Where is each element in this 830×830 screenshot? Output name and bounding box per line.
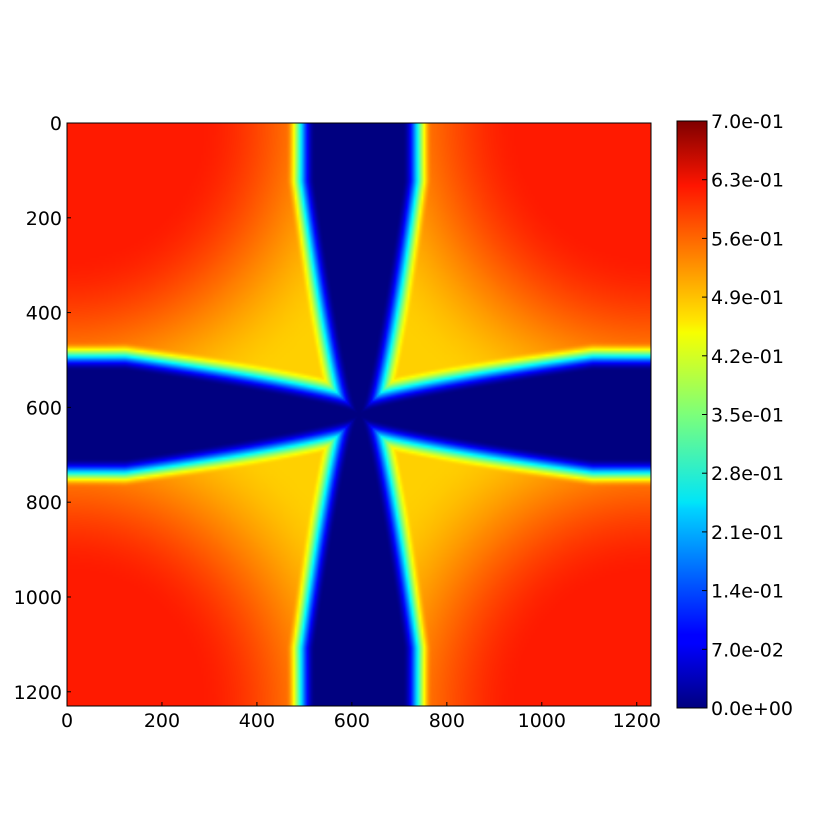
colorbar-tick-label: 4.9e-01: [711, 287, 784, 309]
y-tick-label: 600: [26, 397, 62, 419]
x-axis: 0 200 400 600 800 1000 1200: [61, 702, 661, 732]
colorbar-tick-label: 7.0e-01: [711, 111, 784, 133]
x-tick-label: 600: [334, 710, 370, 732]
y-tick-label: 1000: [14, 587, 62, 609]
y-tick-label: 0: [50, 113, 62, 135]
heatmap-image: [67, 123, 651, 706]
colorbar-tick-label: 0.0e+00: [711, 698, 793, 720]
y-tick-label: 200: [26, 208, 62, 230]
colorbar-tick-label: 7.0e-02: [711, 639, 784, 661]
x-tick-label: 400: [239, 710, 275, 732]
colorbar-tick-label: 3.5e-01: [711, 405, 784, 427]
x-tick-label: 200: [144, 710, 180, 732]
heatmap-plot-area: [66, 122, 652, 707]
colorbar-tick-label: 2.1e-01: [711, 522, 784, 544]
colorbar-tick-label: 6.3e-01: [711, 170, 784, 192]
x-tick-label: 1000: [518, 710, 566, 732]
y-axis: 0 200 400 600 800 1000 1200: [14, 113, 71, 704]
x-tick-label: 1200: [613, 710, 661, 732]
colorbar-tick-label: 5.6e-01: [711, 228, 784, 250]
colorbar: 0.0e+00 7.0e-02 1.4e-01 2.1e-01 2.8e-01 3.5e-…: [676, 111, 793, 720]
colorbar-tick-label: 4.2e-01: [711, 346, 784, 368]
y-tick-label: 1200: [14, 682, 62, 704]
colorbar-ticks: 0.0e+00 7.0e-02 1.4e-01 2.1e-01 2.8e-01 3.5e-…: [702, 111, 793, 720]
y-tick-label: 800: [26, 492, 62, 514]
x-tick-label: 800: [429, 710, 465, 732]
colorbar-tick-label: 2.8e-01: [711, 463, 784, 485]
x-tick-label: 0: [61, 710, 73, 732]
y-tick-label: 400: [26, 303, 62, 325]
plot-frame: [66, 122, 652, 707]
colorbar-tick-label: 1.4e-01: [711, 581, 784, 603]
